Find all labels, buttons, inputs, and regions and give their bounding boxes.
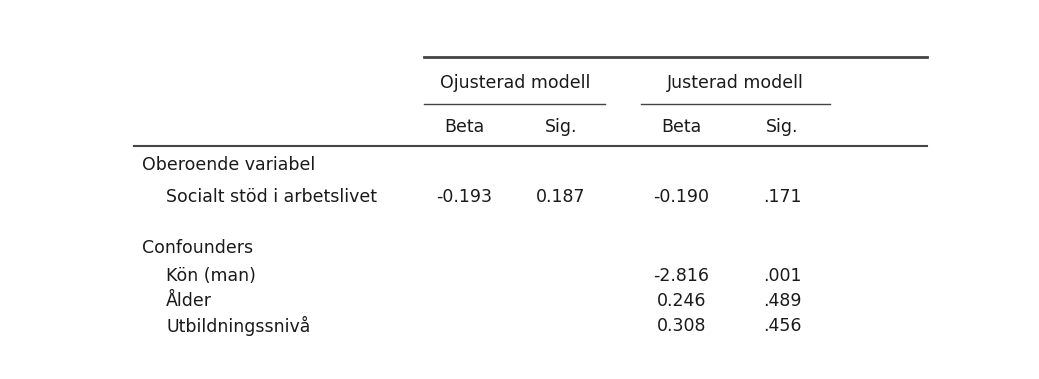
Text: 0.308: 0.308 (657, 316, 707, 335)
Text: -0.190: -0.190 (654, 188, 710, 206)
Text: Socialt stöd i arbetslivet: Socialt stöd i arbetslivet (166, 188, 377, 206)
Text: Sig.: Sig. (766, 118, 798, 136)
Text: Kön (man): Kön (man) (166, 267, 256, 285)
Text: 0.187: 0.187 (536, 188, 585, 206)
Text: Confounders: Confounders (142, 239, 254, 257)
Text: -2.816: -2.816 (654, 267, 710, 285)
Text: Justerad modell: Justerad modell (667, 74, 804, 92)
Text: .489: .489 (763, 292, 801, 310)
Text: Oberoende variabel: Oberoende variabel (142, 156, 315, 174)
Text: Ålder: Ålder (166, 292, 212, 310)
Text: Beta: Beta (662, 118, 701, 136)
Text: Ojusterad modell: Ojusterad modell (439, 74, 590, 92)
Text: Utbildningssnivå: Utbildningssnivå (166, 316, 311, 336)
Text: 0.246: 0.246 (657, 292, 707, 310)
Text: Sig.: Sig. (544, 118, 577, 136)
Text: Beta: Beta (444, 118, 484, 136)
Text: .001: .001 (763, 267, 801, 285)
Text: .171: .171 (763, 188, 801, 206)
Text: .456: .456 (763, 316, 801, 335)
Text: -0.193: -0.193 (436, 188, 492, 206)
